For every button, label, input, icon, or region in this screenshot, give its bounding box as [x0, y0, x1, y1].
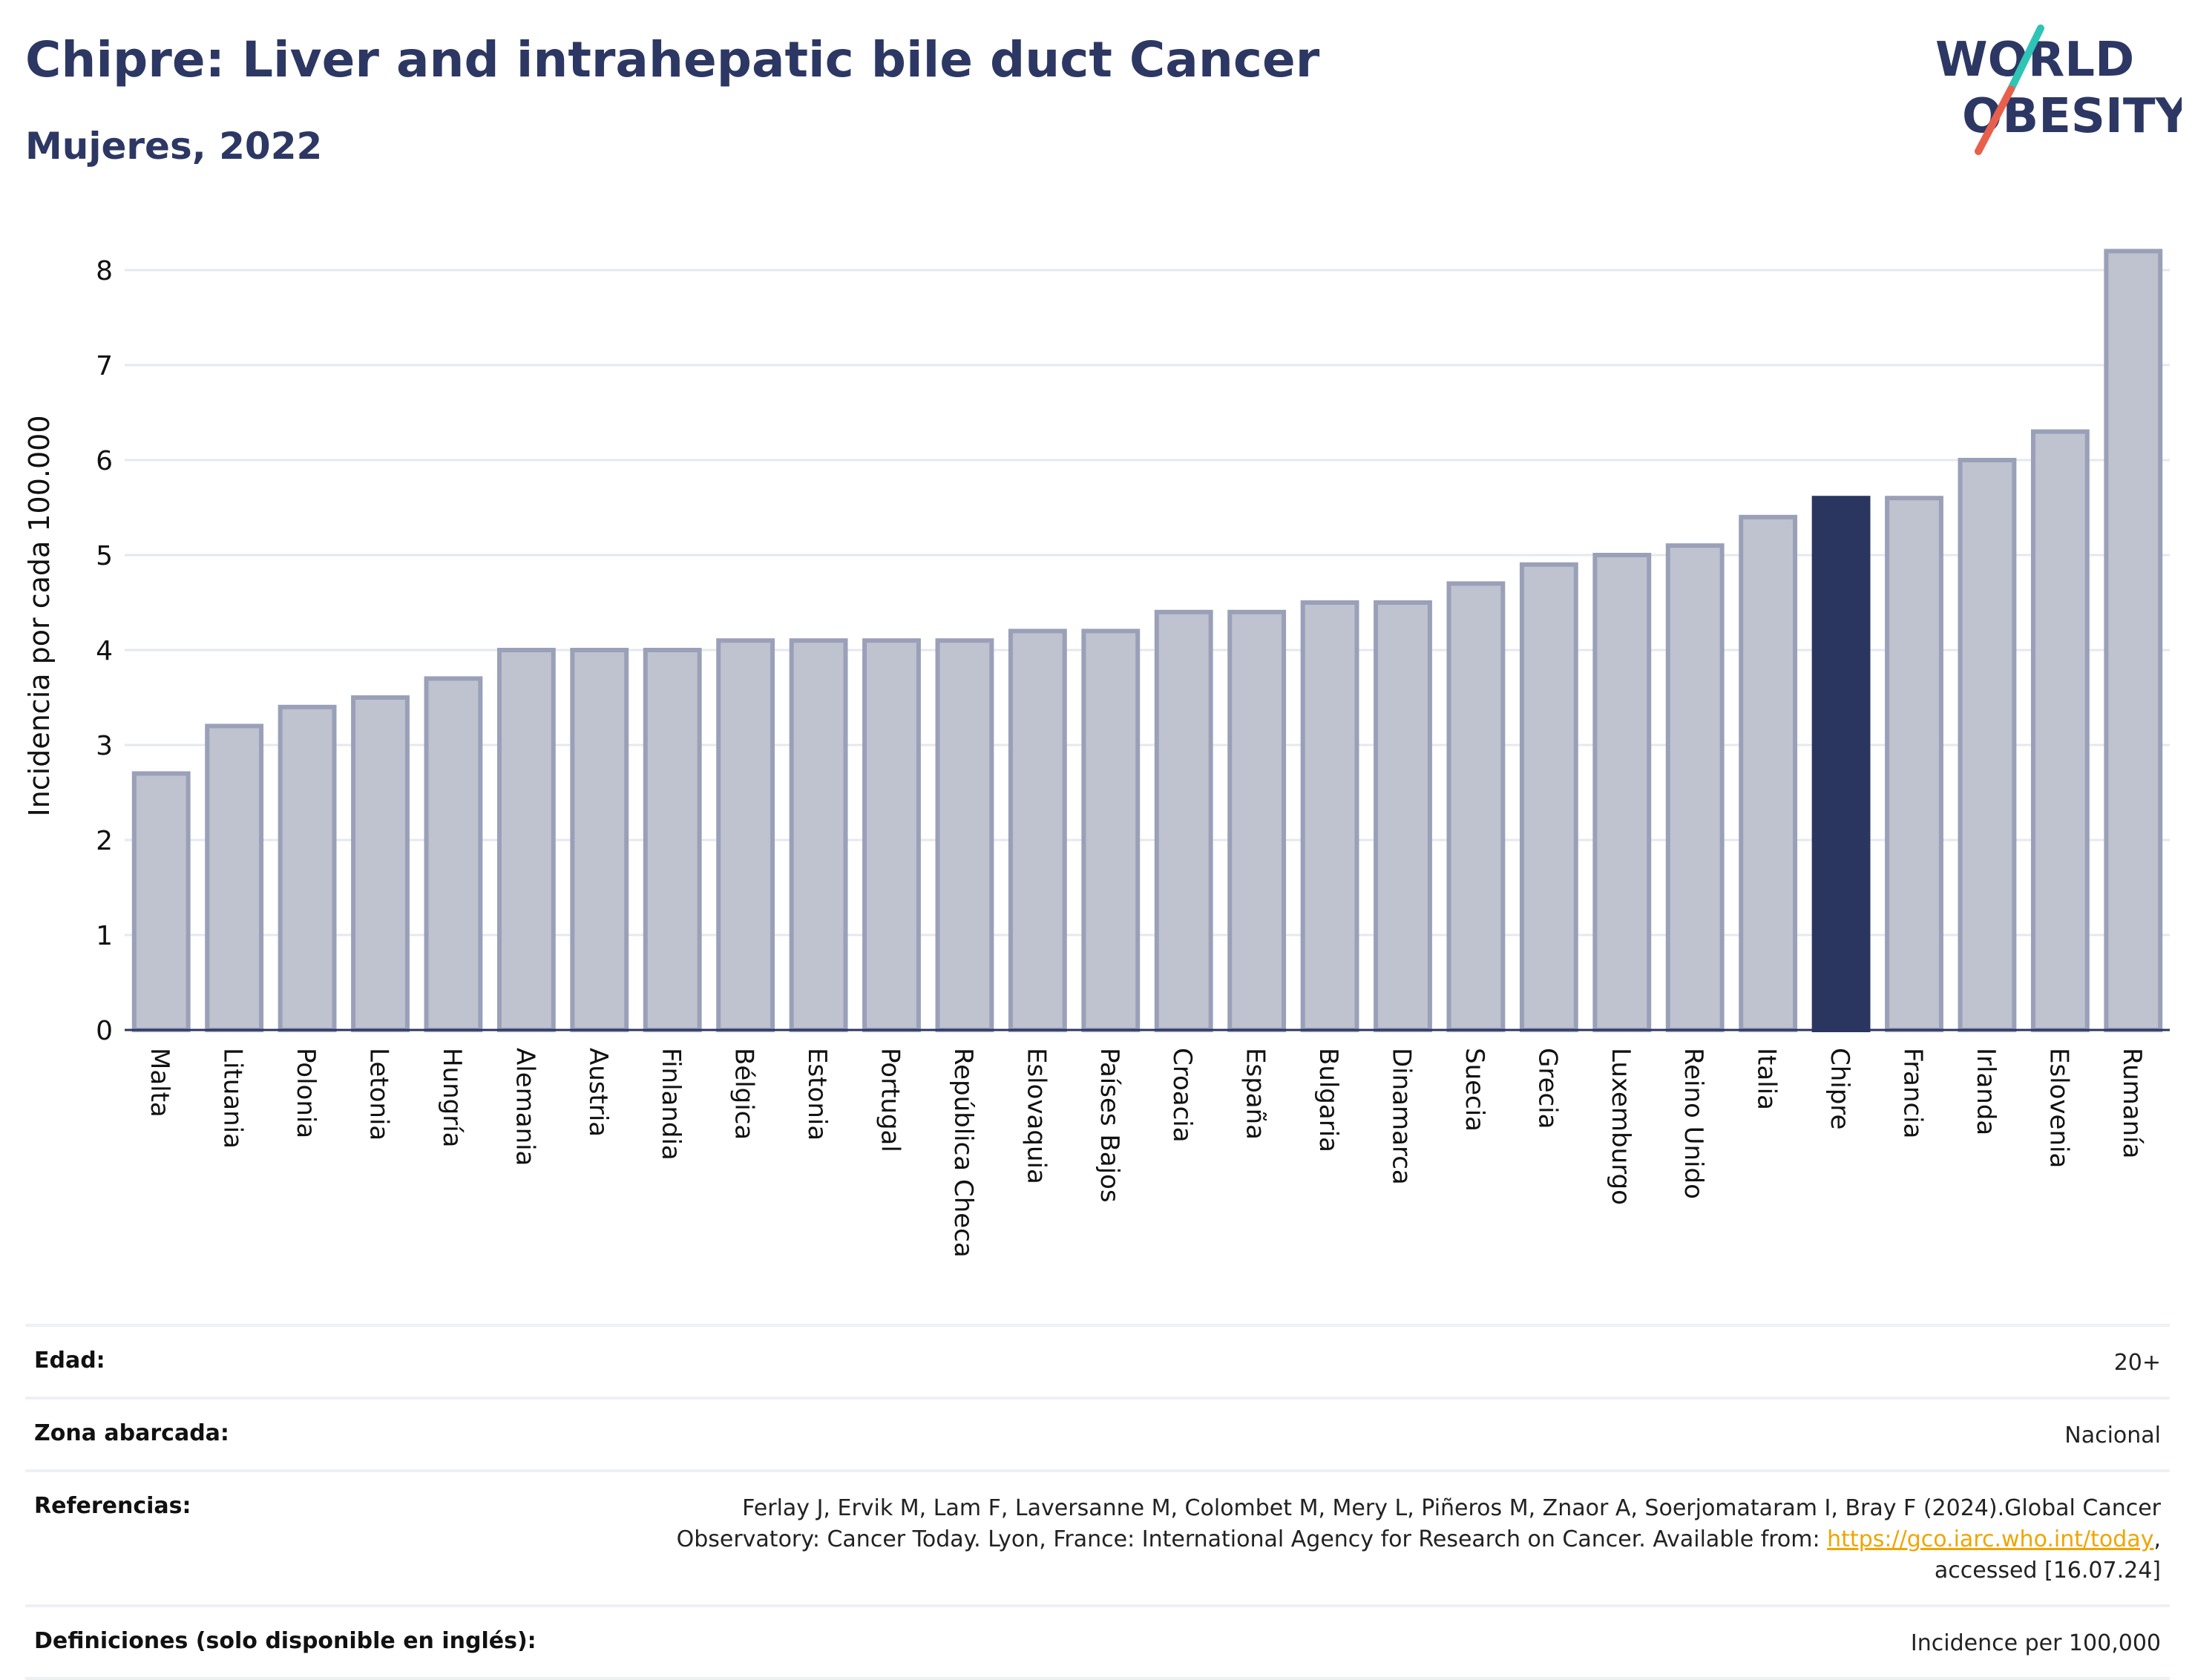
ref-link[interactable]: https://gco.iarc.who.int/today	[1827, 1526, 2154, 1552]
x-tick-label: Malta	[145, 1048, 174, 1118]
x-tick-label: Hungría	[437, 1048, 467, 1148]
info-row-definiciones: Definiciones (solo disponible en inglés)…	[25, 1604, 2170, 1680]
x-tick-label: Eslovaquia	[1021, 1048, 1051, 1184]
x-tick-label: Reino Unido	[1679, 1048, 1708, 1199]
x-tick-label: Portugal	[876, 1048, 905, 1152]
bar-highlight	[1811, 496, 1871, 1032]
x-tick-label: Países Bajos	[1095, 1048, 1124, 1203]
y-tick-label: 1	[96, 921, 113, 951]
world-obesity-logo: WORLD OBESITY	[1935, 24, 2182, 155]
definiciones-label: Definiciones (solo disponible en inglés)…	[34, 1628, 537, 1654]
edad-label: Edad:	[34, 1348, 105, 1374]
x-tick-label: Polonia	[291, 1048, 321, 1138]
referencias-label: Referencias:	[34, 1493, 191, 1519]
y-tick-labels: 0 1 2 3 4 5 6 7 8	[96, 256, 113, 1046]
bar	[2104, 249, 2163, 1032]
zona-value: Nacional	[2064, 1423, 2161, 1448]
y-tick-label: 6	[96, 446, 113, 476]
referencias-value: Ferlay J, Ervik M, Lam F, Laversanne M, …	[662, 1493, 2161, 1587]
x-tick-label: Francia	[1898, 1048, 1928, 1138]
bar	[1446, 581, 1506, 1032]
x-tick-label: Irlanda	[1971, 1048, 2001, 1135]
x-tick-label: Suecia	[1460, 1048, 1489, 1132]
y-tick-label: 2	[96, 826, 113, 856]
y-tick-label: 7	[96, 351, 113, 381]
bar	[424, 676, 483, 1033]
x-tick-label: Alemania	[510, 1048, 539, 1166]
bar	[935, 638, 994, 1032]
bar	[1300, 600, 1359, 1032]
ref-text-2: , accessed [16.07.24]	[1934, 1526, 2161, 1584]
y-tick-label: 8	[96, 256, 113, 286]
bars	[131, 249, 2163, 1033]
bar	[131, 771, 191, 1033]
y-tick-label: 0	[96, 1016, 113, 1046]
info-table: Edad: 20+ Zona abarcada: Nacional Refere…	[25, 1324, 2170, 1680]
bar	[205, 723, 264, 1033]
x-tick-labels: Malta Lituania Polonia Letonia Hungría Aleman…	[145, 1048, 2147, 1258]
info-row-zona: Zona abarcada: Nacional	[25, 1397, 2170, 1469]
bar	[1374, 600, 1432, 1032]
bar	[2030, 429, 2090, 1032]
x-tick-label: Rumanía	[2117, 1048, 2147, 1158]
x-tick-label: Luxemburgo	[1606, 1048, 1635, 1205]
bar	[1227, 609, 1287, 1032]
bar	[496, 648, 556, 1032]
x-tick-label: Bulgaria	[1313, 1048, 1343, 1152]
chart-title: Chipre: Liver and intrahepatic bile duct…	[25, 31, 1320, 88]
logo-slash-top	[2007, 24, 2044, 93]
bar	[789, 638, 848, 1032]
x-tick-label: España	[1241, 1048, 1270, 1140]
x-tick-label: Grecia	[1532, 1048, 1562, 1129]
bar	[862, 638, 921, 1032]
bar	[1739, 514, 1798, 1032]
y-tick-label: 3	[96, 731, 113, 761]
bar	[278, 704, 337, 1032]
x-tick-label: Lituania	[218, 1048, 248, 1149]
y-tick-label: 5	[96, 541, 113, 571]
bar-chart: 0 1 2 3 4 5 6 7 8 Malta Lituania Polonia Letonia Hun…	[23, 249, 2170, 1258]
x-tick-label: Eslovenia	[2044, 1048, 2073, 1168]
x-tick-label: Austria	[583, 1048, 613, 1137]
bar	[1154, 609, 1213, 1032]
x-tick-label: Chipre	[1825, 1048, 1854, 1129]
x-tick-label: Bélgica	[729, 1048, 759, 1140]
x-tick-label: Dinamarca	[1387, 1048, 1417, 1185]
bar	[1008, 629, 1067, 1032]
edad-value: 20+	[2113, 1350, 2161, 1376]
bar	[1885, 496, 1943, 1032]
bar	[1081, 629, 1141, 1032]
bar	[570, 648, 629, 1032]
y-tick-label: 4	[96, 636, 113, 666]
y-axis-title: Incidencia por cada 100.000	[23, 415, 56, 816]
bar	[716, 638, 775, 1032]
x-tick-label: Letonia	[364, 1048, 394, 1141]
zona-label: Zona abarcada:	[34, 1420, 229, 1446]
bar	[1958, 458, 2017, 1032]
info-row-edad: Edad: 20+	[25, 1324, 2170, 1397]
chart-subtitle: Mujeres, 2022	[25, 125, 323, 168]
bar	[351, 695, 410, 1032]
logo-slash-bottom	[1975, 85, 2015, 155]
info-row-referencias: Referencias: Ferlay J, Ervik M, Lam F, L…	[25, 1469, 2170, 1604]
bar	[1665, 543, 1725, 1032]
x-tick-label: Croacia	[1167, 1048, 1197, 1143]
ref-text-1: Ferlay J, Ervik M, Lam F, Laversanne M, …	[676, 1495, 2161, 1552]
bar	[643, 648, 702, 1032]
definiciones-value: Incidence per 100,000	[1910, 1630, 2161, 1656]
bar	[1592, 553, 1652, 1032]
x-tick-label: República Checa	[948, 1048, 978, 1258]
x-tick-label: Estonia	[802, 1048, 832, 1141]
bar	[1519, 562, 1578, 1032]
x-tick-label: Finlandia	[656, 1048, 686, 1161]
x-tick-label: Italia	[1752, 1048, 1782, 1110]
